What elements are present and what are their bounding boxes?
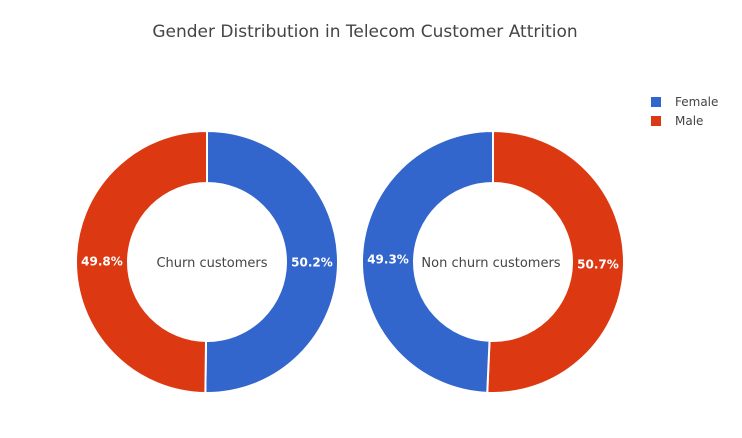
donut-0-label-male: 49.8% [81, 254, 123, 268]
chart-title: Gender Distribution in Telecom Customer … [152, 22, 577, 42]
legend-label-female: Female [675, 95, 718, 109]
donut-0-slice-male[interactable] [75, 129, 208, 395]
donut-1-slice-male[interactable] [486, 129, 625, 394]
donut-churn: 50.2% 49.8% Churn customers [75, 129, 339, 395]
center-label-churn: Churn customers [156, 256, 267, 271]
donut-0-label-female: 50.2% [291, 256, 333, 270]
legend-item-male[interactable]: Male [651, 114, 703, 128]
donut-0-slice-female[interactable] [204, 129, 339, 394]
donut-1-label-female: 49.3% [367, 253, 409, 267]
legend-label-male: Male [675, 114, 703, 128]
donut-1-label-male: 50.7% [577, 257, 619, 271]
legend: Female Male [651, 95, 718, 128]
legend-swatch-male [651, 116, 661, 126]
center-label-non-churn: Non churn customers [421, 256, 560, 271]
legend-item-female[interactable]: Female [651, 95, 718, 109]
donut-non-churn: 50.7% 49.3% Non churn customers [361, 129, 625, 394]
donut-1-slice-female[interactable] [361, 129, 494, 394]
legend-swatch-female [651, 97, 661, 107]
